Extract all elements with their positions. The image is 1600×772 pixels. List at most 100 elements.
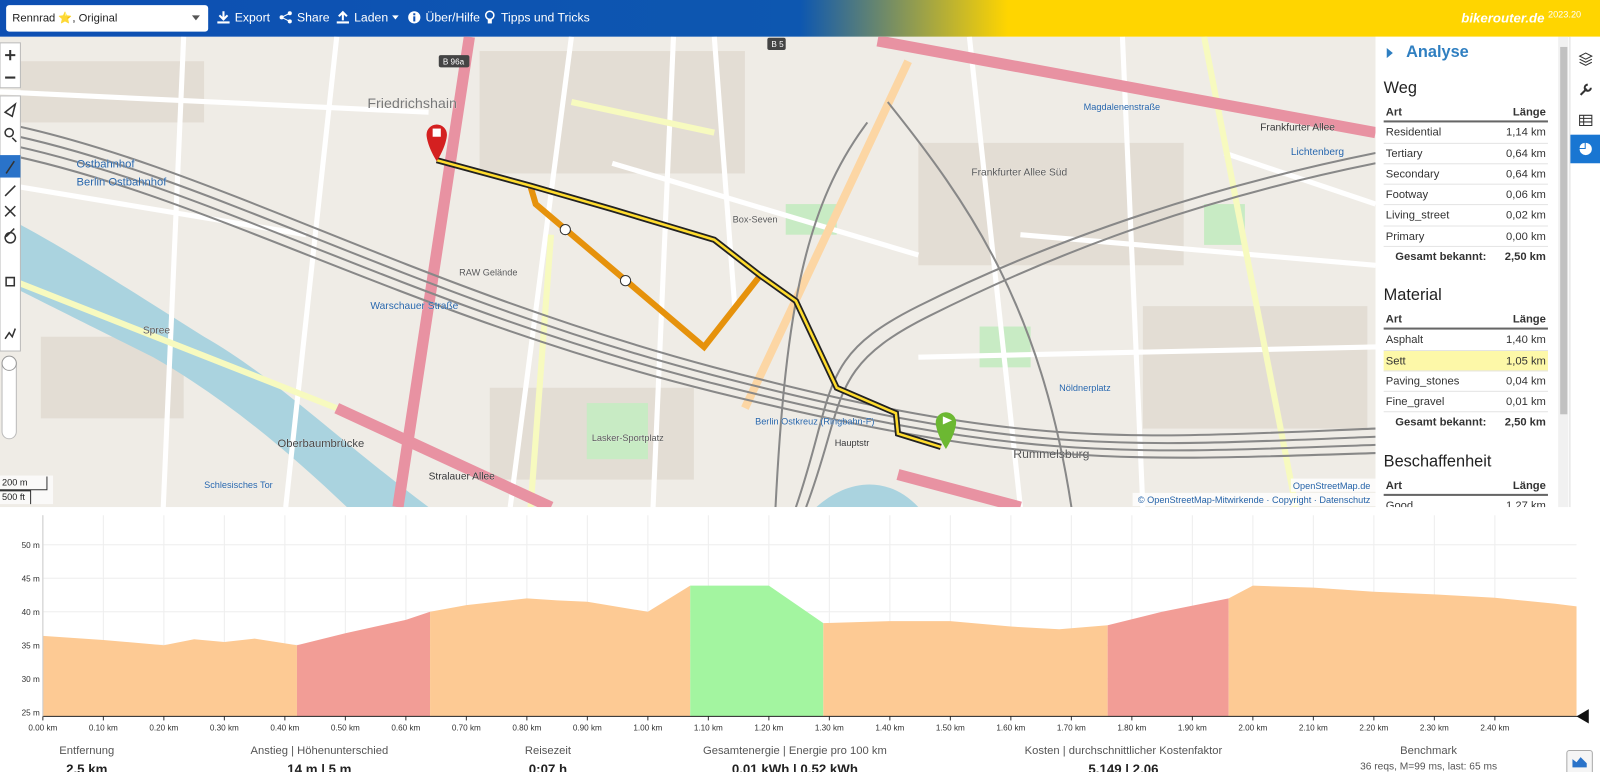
x-tick-label: 0.10 km <box>89 724 118 733</box>
help-button[interactable]: Über/Hilfe <box>407 10 480 24</box>
secondary-roads <box>0 36 1299 508</box>
elevation-area <box>42 635 297 717</box>
x-tick-label: 2.00 km <box>1238 724 1267 733</box>
summary-value: 14 m | 5 m <box>287 761 352 772</box>
x-tick-label: 0.70 km <box>452 724 481 733</box>
icon <box>408 11 421 24</box>
summary-label: Anstieg | Höhenunterschied <box>250 744 389 758</box>
summary-value: 36 reqs, M=99 ms, last: 65 ms <box>1360 761 1498 772</box>
summary-item: Gesamtenergie | Energie pro 100 km 0,01 k… <box>642 745 948 772</box>
summary-value: 5.149 | 2,06 <box>1088 761 1159 772</box>
table-row[interactable]: Tertiary 0,64 km <box>1383 143 1548 165</box>
summary-label: Reisezeit <box>524 744 572 758</box>
analysis-tab[interactable] <box>1570 134 1600 164</box>
table-row[interactable]: Good 1,27 km <box>1384 496 1548 507</box>
table-header: Art Länge <box>1383 309 1548 330</box>
x-tick-label: 1.60 km <box>996 724 1025 733</box>
icon <box>1579 114 1593 127</box>
type: Tertiary <box>1385 147 1423 160</box>
start-marker[interactable] <box>426 124 447 162</box>
table-row[interactable]: Footway 0,06 km <box>1383 185 1548 206</box>
layers-tab[interactable] <box>1570 45 1600 74</box>
table-row[interactable]: Secondary 0,64 km <box>1383 164 1548 185</box>
map[interactable]: Friedrichshain Ostbahnhof Berlin Ostbahnho… <box>0 36 1376 508</box>
section-title: Beschaffenheit <box>1383 453 1492 471</box>
table-row[interactable]: Residential 1,14 km <box>1383 123 1548 144</box>
road-shield <box>438 55 470 68</box>
table-row[interactable]: Sett 1,05 km <box>1383 350 1548 372</box>
top-bar: Rennrad ⭐, Original Export Share Laden Ü… <box>0 0 1600 37</box>
elevation-area <box>1107 598 1229 717</box>
end-marker-icon <box>942 416 953 425</box>
caret <box>392 14 400 20</box>
x-tick-label: 1.70 km <box>1057 724 1086 733</box>
total-value: 2,50 km <box>1504 416 1546 430</box>
table-row[interactable]: Fine_gravel 0,01 km <box>1383 392 1548 413</box>
profile-toggle[interactable] <box>1566 749 1593 772</box>
table-tab[interactable] <box>1570 106 1600 135</box>
length: 0,01 km <box>1505 396 1546 409</box>
map-label: Berlin Ostkreuz (Ringbahn-F) <box>755 416 874 426</box>
map-label: Hauptstr <box>835 438 870 448</box>
icon <box>336 10 349 24</box>
attribution[interactable]: © OpenStreetMap-Mitwirkende · Copyright … <box>1138 495 1371 505</box>
column-header: Art <box>1385 479 1402 492</box>
settings-tab[interactable] <box>1570 76 1600 105</box>
attribution-box <box>1132 492 1376 507</box>
scroll-thumb[interactable] <box>1560 46 1568 415</box>
type: Primary <box>1385 230 1425 243</box>
waypoint[interactable] <box>559 223 571 236</box>
elevation-area <box>430 585 691 717</box>
zoom-buttons[interactable] <box>5 49 16 79</box>
map-label: Lichtenberg <box>1291 147 1345 158</box>
table-row[interactable]: Paving_stones 0,04 km <box>1383 371 1548 393</box>
map-label: Warschauer Straße <box>370 301 458 312</box>
map-label: Schlesisches Tor <box>204 480 273 490</box>
icon <box>217 11 230 24</box>
summary-item: Anstieg | Höhenunterschied 14 m | 5 m <box>166 745 472 772</box>
map-label: Box-Seven <box>733 214 778 224</box>
waypoint[interactable] <box>619 274 632 287</box>
collapse-caret[interactable] <box>1386 47 1394 59</box>
scale-bar <box>0 476 48 505</box>
summary-label: Gesamtenergie | Energie pro 100 km <box>702 744 887 758</box>
map-label: B 5 <box>771 40 784 49</box>
type: Paving_stones <box>1385 375 1460 388</box>
scrollbar[interactable] <box>1558 36 1569 508</box>
x-tick-label: 0.40 km <box>270 724 299 733</box>
length: 0,04 km <box>1505 375 1546 388</box>
elevation-area <box>296 611 431 717</box>
icon <box>484 10 495 24</box>
panel-title: Analyse <box>1406 43 1469 62</box>
end-marker[interactable] <box>935 412 957 449</box>
profile-label: Rennrad ⭐, Original <box>12 12 118 25</box>
column-header: Länge <box>1512 479 1546 492</box>
y-tick-label: 25 m <box>22 708 40 717</box>
load-button[interactable]: Laden <box>336 10 400 24</box>
logo: bikerouter.de <box>1461 10 1545 26</box>
length: 0,02 km <box>1505 209 1546 222</box>
table-row[interactable]: Living_street 0,02 km <box>1383 206 1548 227</box>
scale-label: 500 ft <box>2 492 25 502</box>
tips-button[interactable]: Tipps und Tricks <box>483 10 590 24</box>
profile-select[interactable]: Rennrad ⭐, Original <box>6 5 209 32</box>
y-tick-label: 30 m <box>22 675 40 684</box>
length: 0,00 km <box>1505 230 1546 243</box>
slider-handle[interactable] <box>1 355 17 371</box>
dropdown-caret <box>191 15 200 21</box>
button-label: Export <box>234 10 271 25</box>
tool-icons[interactable] <box>3 102 17 340</box>
table-total: Gesamt bekannt: 2,50 km <box>1384 413 1548 434</box>
length: 1,40 km <box>1505 333 1546 347</box>
y-tick-label: 35 m <box>22 641 40 650</box>
share-button[interactable]: Share <box>279 10 330 24</box>
icon <box>1572 757 1587 768</box>
export-button[interactable]: Export <box>216 10 270 24</box>
table-row[interactable]: Asphalt 1,40 km <box>1383 330 1548 351</box>
x-tick-label: 0.50 km <box>331 724 360 733</box>
provider-link[interactable]: OpenStreetMap.de <box>1293 481 1371 491</box>
table-row[interactable]: Primary 0,00 km <box>1383 226 1548 248</box>
y-tick-label: 50 m <box>22 541 40 550</box>
